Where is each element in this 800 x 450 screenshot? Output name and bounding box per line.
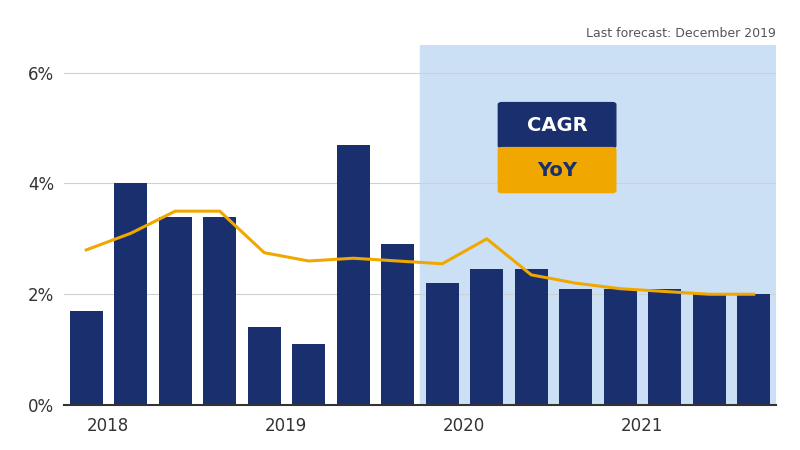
Bar xyxy=(420,45,776,405)
Bar xyxy=(381,244,414,405)
Bar xyxy=(70,311,103,405)
Bar xyxy=(203,217,237,405)
Bar xyxy=(737,294,770,405)
Bar xyxy=(693,294,726,405)
Bar xyxy=(603,289,637,405)
Text: CAGR: CAGR xyxy=(526,116,587,135)
Text: YoY: YoY xyxy=(537,161,577,180)
Text: Last forecast: December 2019: Last forecast: December 2019 xyxy=(586,27,776,40)
Bar xyxy=(514,269,548,405)
Bar xyxy=(114,184,147,405)
Bar xyxy=(247,328,281,405)
Bar xyxy=(337,145,370,405)
Bar xyxy=(470,269,503,405)
Bar xyxy=(292,344,326,405)
Bar xyxy=(158,217,192,405)
FancyBboxPatch shape xyxy=(498,148,616,193)
Bar xyxy=(648,289,682,405)
FancyBboxPatch shape xyxy=(498,103,616,148)
Bar xyxy=(559,289,593,405)
Bar xyxy=(426,283,459,405)
